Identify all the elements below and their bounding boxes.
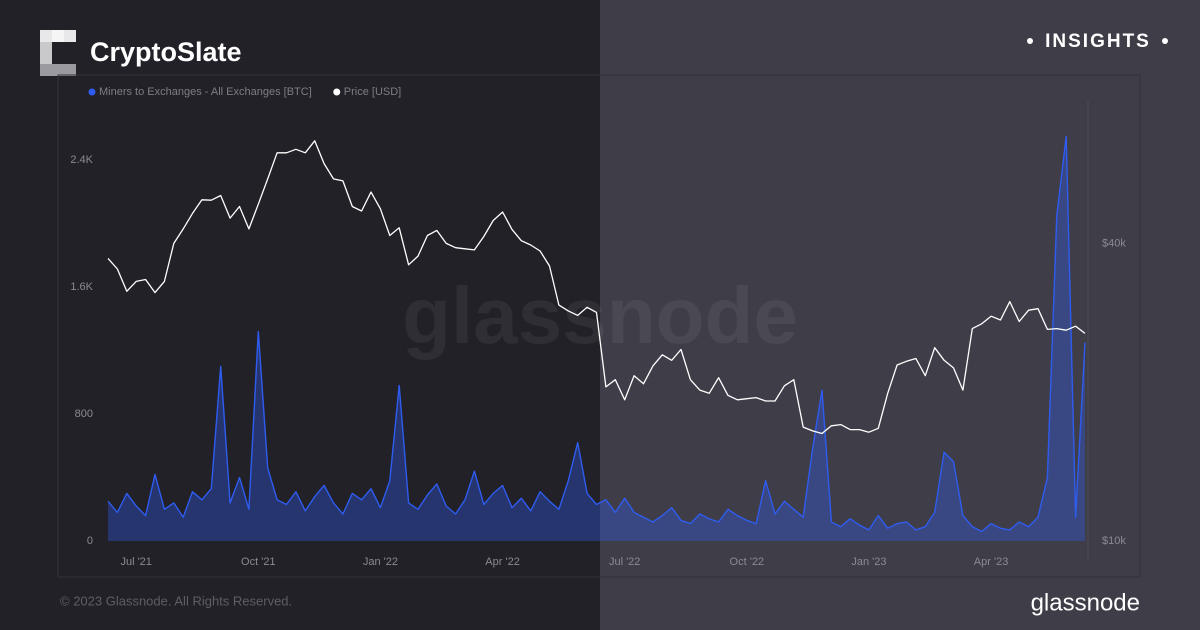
x-tick-label: Jan '22	[363, 556, 398, 568]
legend-label: Miners to Exchanges - All Exchanges [BTC…	[99, 86, 312, 98]
y-tick-label: 1.6K	[70, 281, 93, 293]
background-right	[600, 0, 1200, 630]
badge-bullet	[1027, 38, 1033, 44]
x-tick-label: Jan '23	[851, 556, 886, 568]
brand-logo	[40, 30, 76, 76]
badge: INSIGHTS	[1045, 31, 1151, 52]
legend-label: Price [USD]	[344, 86, 401, 98]
legend-marker	[333, 88, 341, 96]
y-tick-label: 2.4K	[70, 154, 93, 166]
x-tick-label: Apr '23	[974, 556, 1009, 568]
chart-frame	[57, 74, 1141, 578]
footer-logo: glassnode	[1031, 589, 1140, 616]
y2-tick-label: $10k	[1102, 535, 1126, 547]
brand: CryptoSlate	[90, 37, 242, 67]
badge-bullet	[1162, 38, 1168, 44]
line	[107, 135, 1086, 533]
x-tick-label: Oct '22	[730, 556, 765, 568]
y-tick-label: 0	[87, 535, 93, 547]
area	[108, 136, 1085, 541]
y2-tick-label: $40k	[1102, 237, 1126, 249]
y-tick-label: 800	[75, 408, 93, 420]
x-tick-label: Jul '21	[120, 556, 151, 568]
background-left	[0, 0, 600, 630]
copyright: © 2023 Glassnode. All Rights Reserved.	[60, 593, 292, 608]
x-tick-label: Oct '21	[241, 556, 276, 568]
x-tick-label: Jul '22	[609, 556, 640, 568]
x-tick-label: Apr '22	[485, 556, 520, 568]
line	[107, 140, 1086, 435]
watermark: glassnode	[402, 271, 798, 360]
legend-marker	[88, 88, 96, 96]
